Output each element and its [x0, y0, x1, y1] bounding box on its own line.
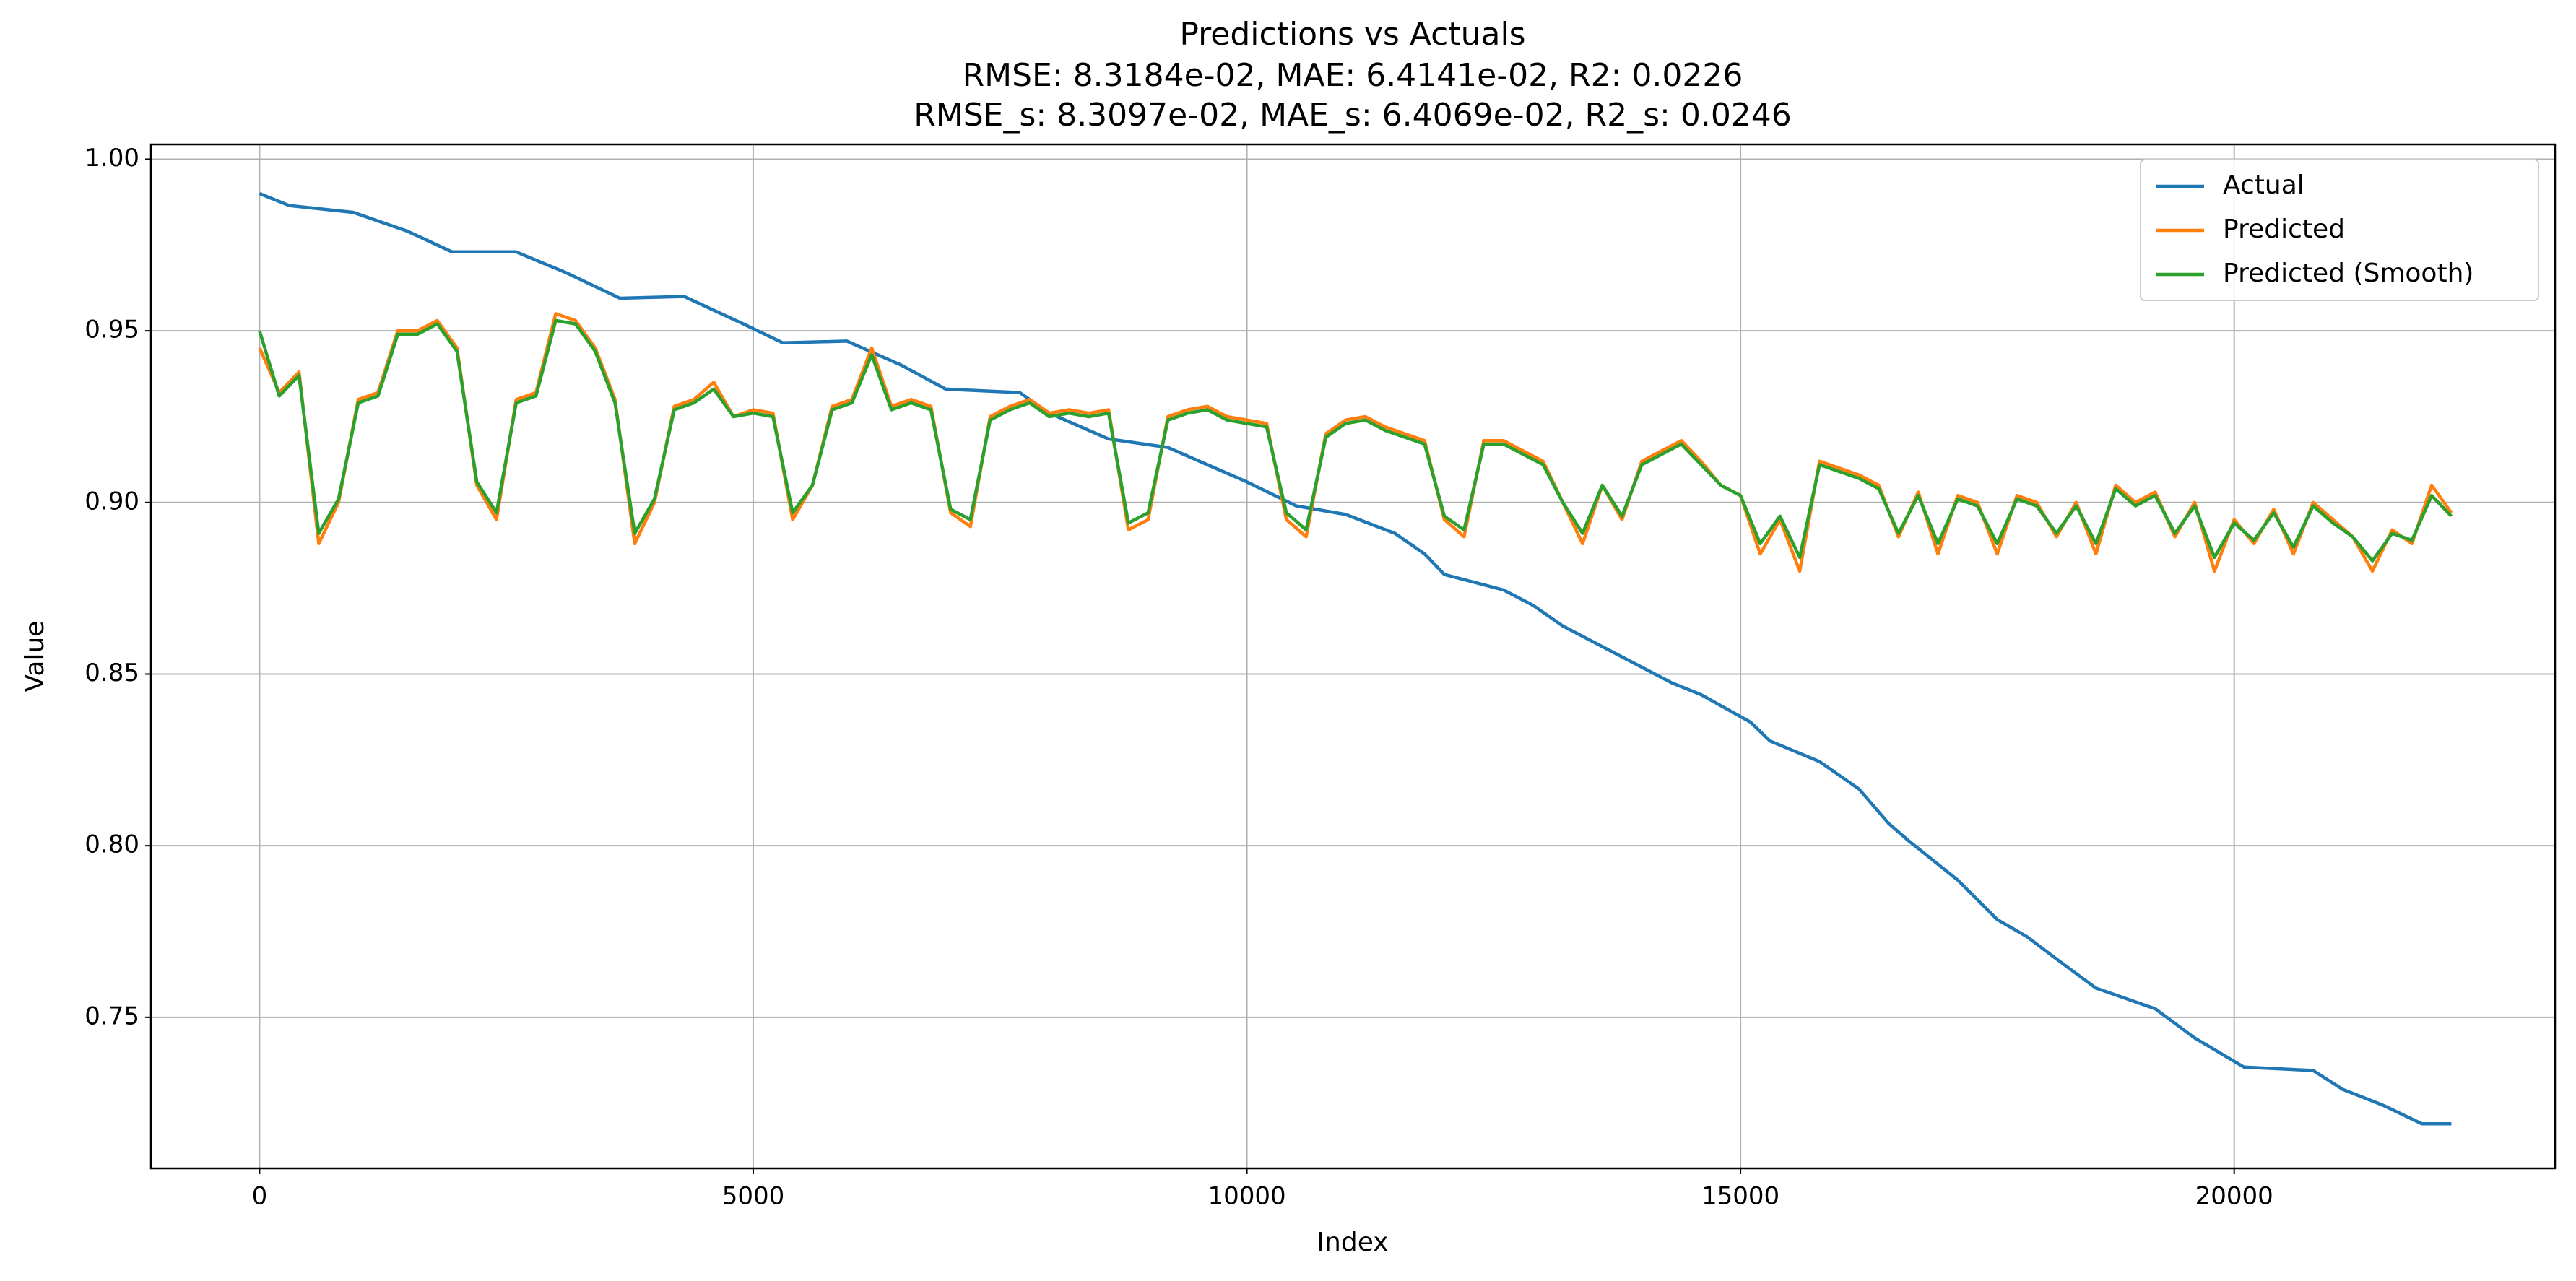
x-axis-label: Index [1317, 1228, 1388, 1257]
y-tick-label: 0.95 [84, 316, 139, 344]
x-tick-label: 5000 [722, 1182, 785, 1211]
y-axis-label: Value [20, 621, 50, 692]
line-series [258, 318, 2453, 563]
x-tick-label: 20000 [2195, 1182, 2273, 1211]
plot-frame [149, 143, 2557, 1170]
y-tick-label: 1.00 [84, 144, 139, 173]
y-tick-label: 0.85 [84, 659, 139, 687]
x-tick-label: 10000 [1207, 1182, 1285, 1211]
legend-label: Predicted (Smooth) [2223, 259, 2473, 288]
legend-label: Predicted [2223, 214, 2345, 244]
y-tick-label: 0.75 [84, 1002, 139, 1030]
chart-subtitle: RMSE: 8.3184e-02, MAE: 6.4141e-02, R2: 0… [963, 57, 1743, 94]
legend-box [2140, 159, 2539, 301]
x-tick-label: 15000 [1701, 1182, 1779, 1211]
legend-label: Actual [2223, 170, 2304, 200]
y-tick-label: 0.80 [84, 830, 139, 859]
y-tick-label: 0.90 [84, 487, 139, 516]
chart-subtitle: RMSE_s: 8.3097e-02, MAE_s: 6.4069e-02, R… [914, 97, 1792, 134]
chart-title: Predictions vs Actuals [1179, 16, 1525, 53]
x-tick-label: 0 [252, 1182, 268, 1211]
line-series [259, 191, 2452, 1126]
